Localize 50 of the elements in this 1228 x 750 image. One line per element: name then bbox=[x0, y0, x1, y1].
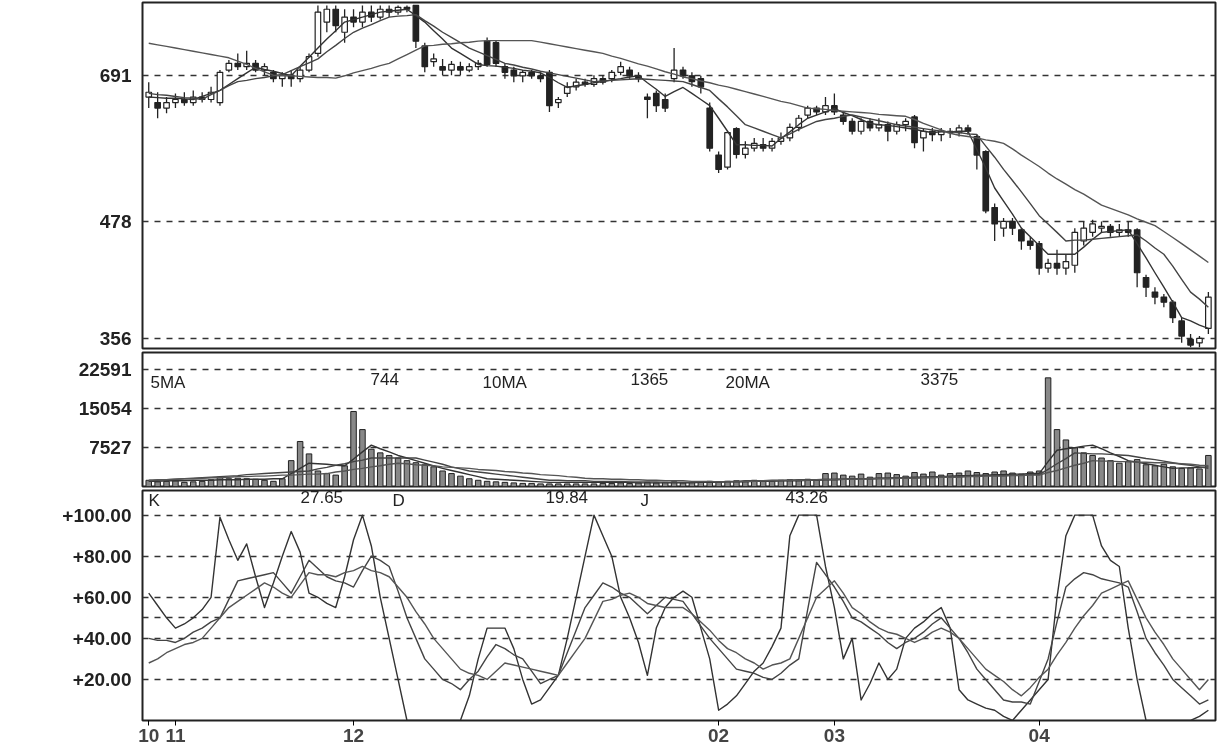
candlestick bbox=[661, 92, 669, 113]
line-series bbox=[148, 459, 1210, 483]
candlestick bbox=[920, 127, 927, 153]
x-tick-label: 10 bbox=[138, 724, 160, 746]
y-tick-label: +60.00 bbox=[72, 586, 132, 608]
x-tick-label: 03 bbox=[823, 724, 845, 746]
candlestick bbox=[1178, 317, 1186, 344]
candlestick bbox=[1151, 286, 1159, 305]
candlestick bbox=[323, 4, 331, 33]
y-tick-label: +100.00 bbox=[62, 504, 132, 526]
x-tick-label: 12 bbox=[342, 724, 365, 746]
y-tick-label: +20.00 bbox=[72, 668, 132, 690]
annotation: 20MA bbox=[725, 372, 771, 392]
candlestick bbox=[154, 91, 161, 119]
annotation: 5MA bbox=[150, 372, 187, 392]
line-series bbox=[148, 39, 1210, 264]
candlestick bbox=[421, 42, 429, 74]
y-tick-label: 478 bbox=[99, 210, 132, 232]
y-tick-label: 356 bbox=[99, 327, 132, 349]
candlestick bbox=[1053, 249, 1061, 276]
candlestick bbox=[1000, 217, 1007, 238]
y-tick-label: 22591 bbox=[78, 359, 132, 381]
annotation: 3375 bbox=[920, 369, 959, 389]
annotation: 1365 bbox=[630, 369, 669, 389]
x-tick-label: 02 bbox=[708, 724, 730, 746]
y-tick-label: 691 bbox=[99, 64, 132, 86]
candlestick bbox=[483, 36, 491, 68]
y-tick-label: +40.00 bbox=[72, 627, 132, 649]
candlestick bbox=[1142, 273, 1150, 298]
candlestick bbox=[652, 89, 660, 113]
annotation: 19.84 bbox=[545, 487, 589, 507]
candlestick bbox=[991, 202, 999, 242]
y-tick-label: 15054 bbox=[78, 398, 132, 420]
candlestick bbox=[715, 150, 722, 174]
annotation: 744 bbox=[370, 369, 399, 389]
annotation: J bbox=[640, 490, 649, 510]
y-tick-label: 7527 bbox=[89, 437, 132, 459]
annotation: D bbox=[392, 490, 405, 510]
x-tick-label: 04 bbox=[1028, 724, 1051, 746]
candlestick bbox=[1062, 253, 1070, 276]
annotation: K bbox=[148, 490, 161, 510]
annotation: 10MA bbox=[482, 372, 528, 392]
annotation: 27.65 bbox=[300, 487, 344, 507]
x-tick-label: 11 bbox=[165, 724, 186, 746]
y-tick-label: +80.00 bbox=[72, 545, 132, 567]
candlestick bbox=[332, 4, 340, 33]
candlestick bbox=[884, 120, 892, 142]
candlestick bbox=[341, 8, 348, 44]
annotation: 43.26 bbox=[785, 487, 829, 507]
candlestick bbox=[644, 92, 651, 119]
